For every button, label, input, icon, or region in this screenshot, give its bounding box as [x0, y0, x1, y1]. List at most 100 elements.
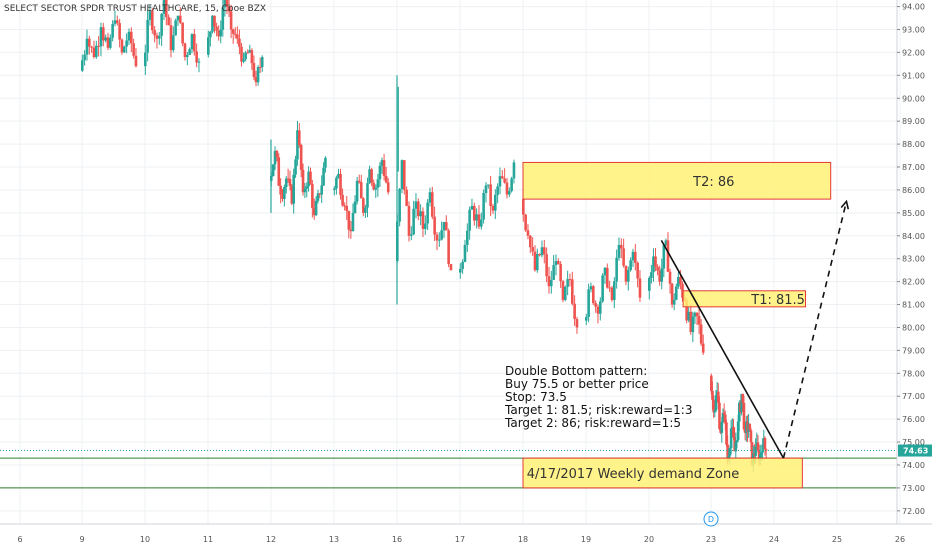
candle-body — [666, 240, 670, 272]
candle-body — [153, 30, 156, 36]
candle — [571, 271, 574, 306]
zone-label: 4/17/2017 Weekly demand Zone — [527, 467, 739, 482]
candle-body — [638, 278, 642, 298]
candle — [763, 436, 767, 456]
candle — [252, 55, 256, 81]
candle-body — [615, 257, 618, 282]
candle-body — [353, 201, 357, 213]
candle-body — [494, 194, 497, 211]
candle — [333, 186, 336, 196]
candle-body — [362, 198, 365, 213]
candle-body — [697, 316, 701, 325]
candle — [380, 157, 384, 174]
y-tick-label: 81.00 — [902, 301, 925, 310]
candle-body — [305, 186, 309, 189]
candle-body — [531, 247, 534, 252]
candle-body — [729, 428, 733, 449]
dividend-marker[interactable]: D — [703, 511, 719, 527]
candle-body — [712, 399, 715, 413]
candle — [674, 283, 678, 301]
candle-body — [339, 173, 342, 195]
candle-body — [606, 267, 609, 288]
candle-body — [113, 20, 117, 24]
candle — [760, 451, 763, 459]
candle — [368, 165, 371, 185]
candle — [99, 22, 103, 57]
candle — [627, 266, 630, 291]
candle — [734, 432, 738, 459]
candle — [615, 249, 618, 289]
candle-body — [97, 45, 100, 47]
candle — [442, 221, 446, 238]
candle — [183, 42, 187, 61]
candle — [296, 120, 299, 166]
candle-body — [459, 268, 462, 273]
zone-target-2[interactable]: T2: 86 — [522, 161, 832, 200]
candle-body — [624, 265, 628, 282]
candle — [343, 202, 346, 211]
candle — [134, 48, 138, 68]
candle — [489, 175, 492, 217]
candle-body — [252, 63, 256, 78]
candle-body — [484, 185, 488, 193]
candle — [179, 7, 182, 25]
candle-body — [431, 192, 434, 217]
candle — [81, 54, 84, 72]
chart-title: SELECT SECTOR SPDR TRUST HEALTHCARE, 15,… — [4, 4, 266, 14]
candle-body — [307, 171, 310, 187]
candle — [748, 423, 752, 431]
y-tick-label: 91.00 — [902, 71, 925, 80]
candle-body — [419, 211, 422, 217]
candle — [118, 18, 121, 48]
projection-arrowhead — [840, 199, 850, 210]
candle-body — [111, 23, 114, 38]
x-tick-label: 10 — [140, 535, 150, 544]
candle-body — [670, 283, 674, 305]
candle — [219, 20, 223, 44]
candle-body — [407, 205, 411, 236]
candle-body — [412, 208, 415, 235]
candle-body — [689, 311, 693, 333]
candle — [279, 178, 282, 204]
candle-body — [227, 6, 231, 12]
y-tick-label: 72.00 — [902, 507, 925, 516]
candle-body — [277, 157, 281, 186]
y-tick-label: 93.00 — [902, 26, 925, 35]
candle-body — [162, 0, 166, 14]
zone-demand[interactable]: 4/17/2017 Weekly demand Zone — [522, 457, 803, 489]
candle-body — [120, 39, 124, 53]
candle-body — [312, 208, 316, 216]
candle — [148, 4, 152, 26]
candle — [603, 267, 607, 284]
candle — [299, 143, 303, 178]
zone-target-1[interactable]: T1: 81.5 — [682, 290, 806, 308]
candle — [384, 166, 388, 184]
candle — [412, 200, 415, 236]
candle — [195, 43, 198, 68]
candle — [127, 28, 131, 46]
candle — [231, 28, 235, 44]
candle — [283, 184, 286, 207]
candle-body — [181, 22, 184, 44]
candle — [634, 243, 637, 271]
candle — [405, 186, 408, 207]
candle — [426, 199, 429, 230]
candle-body — [738, 402, 741, 422]
candle — [92, 40, 96, 59]
candle-body — [99, 27, 103, 47]
candle-body — [440, 230, 443, 240]
candle-body — [468, 209, 471, 231]
candle — [256, 65, 260, 86]
candle-body — [522, 199, 525, 215]
candle — [85, 29, 89, 61]
candle — [596, 304, 600, 324]
candle — [482, 189, 485, 224]
candle — [305, 182, 309, 198]
candle-body — [248, 50, 252, 53]
candle — [362, 197, 365, 217]
candle — [512, 159, 516, 184]
candles-layer — [81, 0, 768, 473]
candle — [677, 271, 680, 289]
candle-body — [622, 248, 625, 266]
